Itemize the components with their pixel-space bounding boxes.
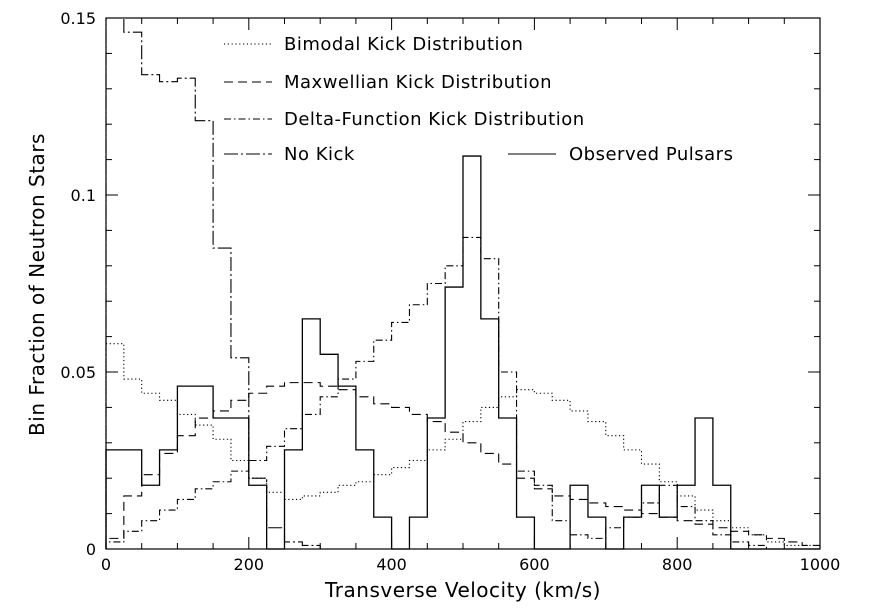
x-tick-label: 0 xyxy=(101,555,111,574)
x-axis-label: Transverse Velocity (km/s) xyxy=(324,578,601,602)
series-layer xyxy=(105,17,821,550)
x-tick-label: 400 xyxy=(376,555,407,574)
y-tick-label: 0.15 xyxy=(60,9,96,28)
tick-labels: 0 200 400 600 800 1000 0 0.05 0.1 0.15 xyxy=(60,9,840,574)
legend-label-maxwellian-kick-distribution: Maxwellian Kick Distribution xyxy=(284,72,552,93)
y-tick-label: 0.1 xyxy=(71,186,96,205)
y-tick-label: 0.05 xyxy=(60,363,96,382)
legend: Bimodal Kick Distribution Maxwellian Kick… xyxy=(224,34,733,165)
x-tick-label: 600 xyxy=(519,555,550,574)
x-tick-label: 200 xyxy=(234,555,265,574)
x-tick-label: 1000 xyxy=(800,555,841,574)
legend-label-bimodal-kick-distribution: Bimodal Kick Distribution xyxy=(284,34,523,55)
y-tick-label: 0 xyxy=(86,540,96,559)
axes-layer xyxy=(105,17,821,550)
y-axis-label: Bin Fraction of Neutron Stars xyxy=(25,133,49,436)
legend-label-observed-pulsars: Observed Pulsars xyxy=(569,144,733,165)
series-observed-pulsars xyxy=(105,155,820,550)
legend-label-no-kick: No Kick xyxy=(284,144,355,165)
x-tick-label: 800 xyxy=(662,555,693,574)
legend-label-delta-function-kick-distribution: Delta-Function Kick Distribution xyxy=(284,109,585,130)
